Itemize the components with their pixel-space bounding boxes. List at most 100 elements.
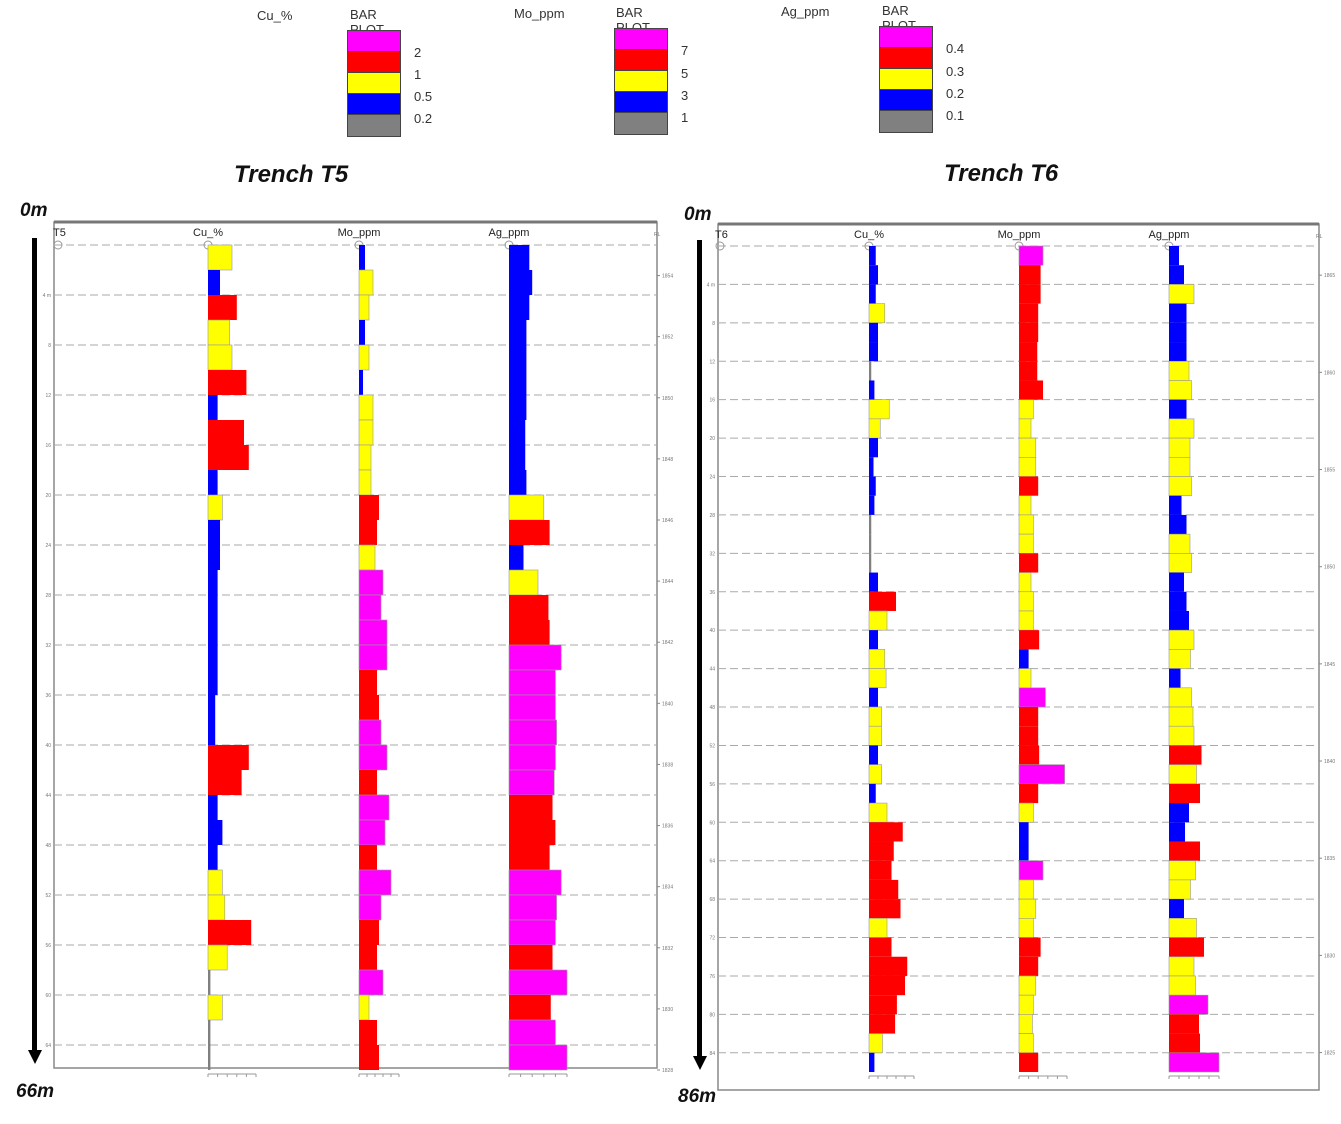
depth-tick-label: 28	[709, 513, 715, 519]
depth-tick-label: 44	[45, 793, 51, 799]
depth-arrow-t6	[697, 240, 702, 1056]
assay-bar	[207, 869, 223, 896]
assay-bar	[1169, 745, 1202, 765]
assay-bar	[1018, 591, 1034, 612]
assay-bar	[1169, 841, 1200, 861]
assay-bar	[1169, 937, 1204, 957]
assay-bar	[358, 294, 370, 321]
rl-axis-label: RL	[654, 232, 661, 238]
assay-bar	[869, 361, 872, 381]
assay-bar	[508, 1019, 556, 1046]
assay-bar	[1018, 1033, 1034, 1054]
assay-bar	[1169, 495, 1182, 515]
assay-bar	[207, 944, 228, 971]
assay-bar	[358, 994, 370, 1021]
legend-threshold: 7	[681, 43, 689, 58]
assay-bar	[1018, 610, 1034, 631]
assay-bar	[1169, 822, 1185, 842]
assay-bar	[869, 457, 874, 477]
assay-bar	[1018, 975, 1037, 996]
assay-bar	[1019, 783, 1039, 804]
depth-tick-label: 12	[709, 359, 715, 365]
assay-bar	[509, 945, 553, 970]
assay-bar	[1019, 726, 1039, 746]
assay-bar	[1168, 764, 1197, 785]
assay-bar	[208, 395, 218, 420]
assay-bar	[1018, 918, 1034, 938]
rl-tick-label: 1860	[1324, 370, 1335, 376]
assay-bar	[508, 769, 555, 796]
legend-threshold: 3	[681, 88, 689, 103]
assay-bar	[1168, 706, 1194, 727]
column-origin-marker	[864, 241, 874, 251]
rl-tick-label: 1844	[662, 579, 673, 585]
assay-bar	[509, 620, 550, 645]
assay-bar	[1169, 399, 1187, 419]
assay-bar	[868, 610, 888, 631]
assay-bar	[1019, 745, 1040, 765]
assay-bar	[359, 920, 379, 945]
assay-bar	[869, 495, 875, 515]
depth-tick-label: 84	[709, 1051, 715, 1057]
assay-bar	[509, 270, 533, 295]
assay-bar	[1168, 457, 1191, 477]
assay-bar	[869, 860, 892, 880]
column-header-agppm: Ag_ppm	[489, 227, 530, 239]
assay-bar	[358, 394, 374, 421]
assay-bar	[1169, 803, 1189, 823]
panel-frame	[717, 223, 1320, 1091]
assay-bar	[868, 764, 882, 785]
assay-bar	[869, 899, 901, 919]
assay-bar	[509, 295, 530, 320]
depth-tick-label: 20	[45, 493, 51, 499]
rl-tick-label: 1848	[662, 457, 673, 463]
assay-bar	[869, 438, 878, 458]
assay-bar	[1169, 1033, 1200, 1053]
legend-swatch-yellow	[348, 73, 400, 94]
column-header-cu: Cu_%	[854, 229, 884, 241]
depth-tick-label: 60	[709, 820, 715, 826]
assay-bar	[1168, 629, 1195, 650]
assay-bar	[1169, 899, 1184, 919]
assay-bar	[1018, 514, 1034, 535]
assay-bar	[1168, 879, 1191, 900]
assay-bar	[358, 744, 388, 771]
assay-bar	[868, 802, 888, 823]
assay-bar	[509, 245, 530, 270]
assay-bar	[1019, 841, 1029, 861]
assay-bar	[1018, 418, 1032, 439]
assay-bar	[358, 544, 376, 571]
depth-tick-label: 8	[712, 321, 715, 327]
assay-bar	[1019, 937, 1041, 957]
depth-tick-label: 56	[45, 943, 51, 949]
assay-bar	[359, 1045, 379, 1070]
assay-bar	[358, 444, 372, 471]
assay-bar	[1168, 956, 1195, 977]
depth-tick-label: 20	[709, 436, 715, 442]
assay-bar	[1168, 284, 1195, 304]
assay-bar	[1018, 879, 1034, 900]
depth-arrow-t5	[32, 238, 37, 1050]
collar-marker	[53, 240, 63, 250]
assay-bar	[359, 845, 377, 870]
assay-bar	[1169, 514, 1187, 535]
assay-bar	[358, 894, 382, 921]
trench-id-label: T6	[715, 229, 728, 241]
assay-bar	[1019, 707, 1039, 727]
legend-color-stack	[879, 26, 933, 133]
assay-bar	[358, 569, 384, 596]
rl-tick-label: 1850	[1324, 565, 1335, 571]
assay-bar	[208, 570, 218, 595]
assay-bar	[1018, 898, 1037, 919]
depth-tick-label: 44	[709, 667, 715, 673]
assay-bar	[509, 795, 553, 820]
assay-bar	[508, 719, 557, 746]
assay-bar	[509, 395, 527, 420]
assay-bar	[869, 342, 878, 362]
legend-threshold: 0.1	[946, 108, 965, 123]
assay-bar	[1019, 342, 1038, 362]
assay-bar	[1169, 322, 1187, 343]
assay-bar	[869, 841, 894, 861]
assay-bar	[1018, 457, 1037, 477]
rl-tick-label: 1842	[662, 640, 673, 646]
